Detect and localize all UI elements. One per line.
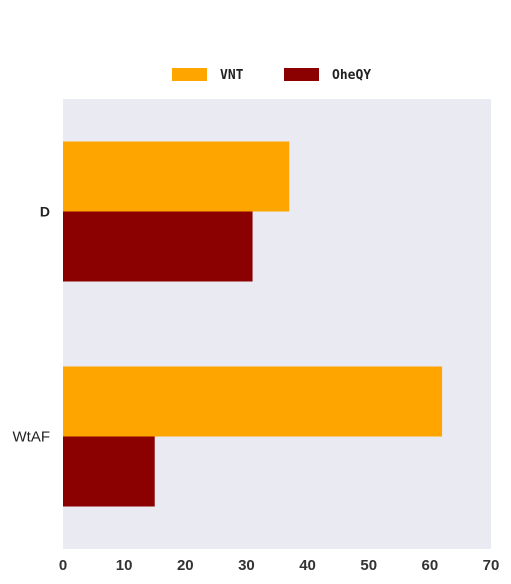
legend-swatch-vnt (172, 68, 207, 81)
category-label-d: D (40, 204, 50, 220)
bar-vnt-wtaf (63, 366, 443, 437)
x-tick-label: 10 (116, 557, 133, 574)
x-tick-label: 30 (238, 557, 255, 574)
x-tick-label: 50 (360, 557, 377, 574)
category-labels: D WtAF (13, 204, 51, 446)
legend-swatch-oheqy (284, 68, 319, 81)
x-axis-ticks: 0 10 20 30 40 50 60 70 (59, 557, 500, 574)
x-tick-label: 60 (422, 557, 439, 574)
category-label-wtaf: WtAF (13, 429, 51, 446)
bar-vnt-d (63, 141, 290, 212)
legend-label-oheqy: OheQY (332, 68, 371, 83)
x-tick-label: 0 (59, 557, 67, 574)
legend-label-vnt: VNT (220, 68, 244, 83)
x-tick-label: 20 (177, 557, 194, 574)
legend: VNT OheQY (172, 68, 371, 83)
bars-layer (63, 141, 443, 507)
bar-oheqy-wtaf (63, 436, 155, 507)
x-tick-label: 40 (299, 557, 316, 574)
x-tick-label: 70 (483, 557, 500, 574)
bar-oheqy-d (63, 211, 253, 282)
